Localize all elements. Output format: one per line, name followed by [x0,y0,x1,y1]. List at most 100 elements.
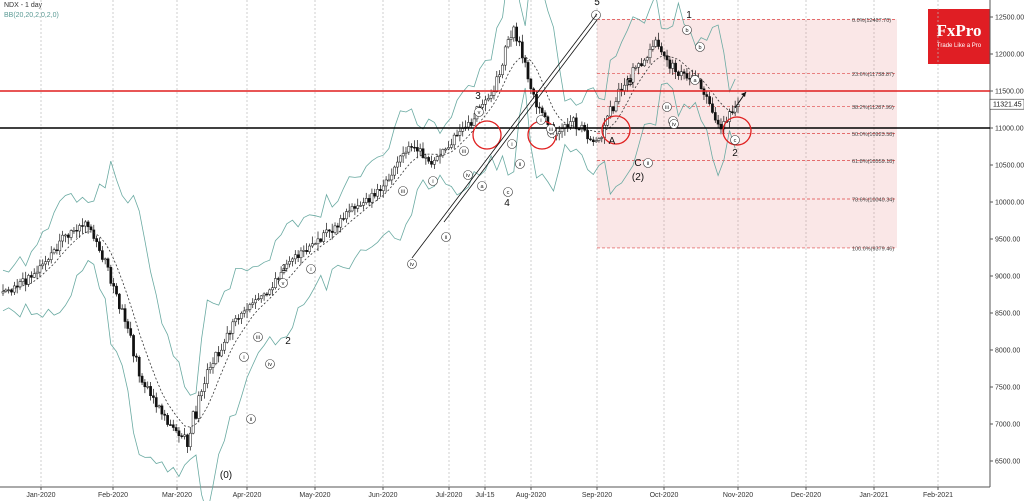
candle-up [359,205,362,207]
candle-down [109,267,113,284]
candle-down [30,275,33,278]
candle-down [126,321,130,329]
indicator-label: BB(20,20,2,0,2,0) [4,12,59,19]
subwave-circle [463,170,473,180]
candle-up [651,46,655,50]
y-tick-label: 12500.00 [995,15,1024,22]
subwave-circle [239,352,249,362]
candle-down [140,375,144,383]
candle-up [637,63,641,68]
candle-up [461,128,465,132]
subwave-marker: i [306,264,316,274]
candle-up [234,318,238,323]
candle-down [577,128,581,131]
subwave-label: iii [401,189,405,195]
candle-up [450,144,453,148]
candle-up [396,161,399,168]
subwave-circle [503,187,513,197]
candle-up [120,308,124,310]
subwave-label: b [698,45,701,51]
candle-up [438,155,442,157]
candle-down [662,51,666,56]
candle-down [81,225,84,227]
subwave-label: v [478,110,481,116]
candle-down [591,139,595,143]
candle-down [367,198,371,203]
current-price-tag [989,98,1024,110]
bollinger-upper [2,0,736,396]
candle-down [379,189,382,192]
candle-up [503,46,507,66]
candle-up [572,117,575,122]
candle-up [617,88,621,102]
wave-label: A [609,136,616,147]
subwave-label: c [507,190,510,196]
subwave-marker: ii [246,414,256,424]
candle-down [75,229,79,232]
candle-up [654,39,658,47]
candle-down [95,238,98,242]
candle-up [560,128,564,132]
candle-up [501,64,504,76]
candle-down [430,161,433,165]
candle-up [679,71,683,76]
candle-up [58,240,62,252]
candle-down [538,106,541,109]
candle-down [730,111,734,113]
candle-down [719,123,723,130]
wave-label: 1 [686,10,692,21]
logo-brand: FxPro [936,21,982,40]
candle-down [143,382,147,388]
candle-down [194,411,198,419]
candle-up [208,367,212,370]
y-tick-label: 11500.00 [995,89,1024,96]
chart-title: NDX - 1 day [4,2,43,9]
candle-down [713,112,717,121]
candle-up [231,321,235,334]
candle-up [262,293,266,297]
candle-up [257,298,260,300]
candle-up [625,79,629,86]
candle-down [589,138,592,141]
x-tick-label: May-2020 [299,492,330,499]
candle-up [495,76,499,92]
subwave-label: i [243,355,244,361]
subwave-label: ii [445,235,447,241]
subwave-marker: a [477,181,487,191]
candle-down [611,106,615,112]
candle-up [259,295,263,299]
wave-label: (0) [220,470,232,481]
candle-down [711,103,714,113]
subwave-circle [643,158,653,168]
candle-up [220,349,223,357]
candle-up [489,95,493,99]
candle-down [328,229,331,232]
candle-up [72,229,76,232]
candle-up [291,258,294,262]
candle-up [52,249,56,254]
fib-level-label: 0.0%(12467.70) [852,18,891,24]
candle-up [268,289,272,295]
candle-up [433,159,436,165]
candle-up [27,275,30,285]
x-tick-label: Mar-2020 [162,492,192,499]
candle-down [546,116,550,125]
candle-up [509,37,513,40]
y-tick-label: 10000.00 [995,200,1024,207]
candle-down [112,283,116,287]
candle-up [251,302,255,305]
candle-up [333,225,337,233]
subwave-circle [690,75,700,85]
fib-level-label: 50.0%(10923.58) [852,132,894,138]
candle-up [302,250,306,252]
candle-up [614,101,618,112]
candle-up [157,405,161,408]
subwave-marker: v [474,107,484,117]
subwave-label: iii [462,149,466,155]
candle-down [149,386,152,396]
subwave-label: v [282,281,285,287]
subwave-label: iv [268,362,272,368]
candle-up [299,250,303,258]
candle-up [188,432,192,447]
